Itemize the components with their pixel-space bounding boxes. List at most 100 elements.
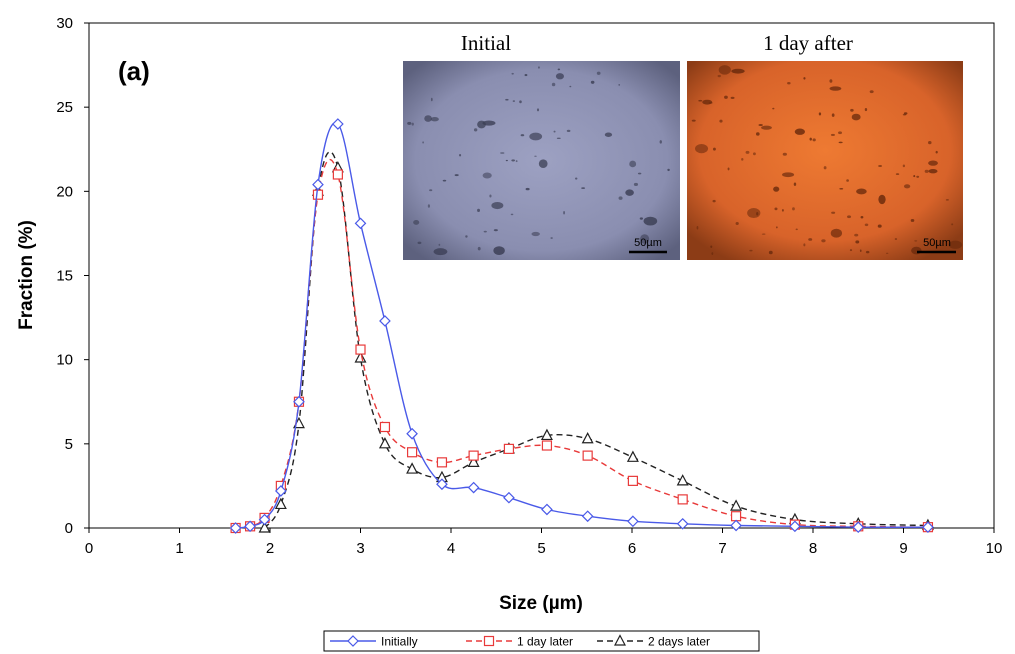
- particle: [442, 179, 447, 182]
- particle: [838, 141, 843, 144]
- particle: [659, 140, 662, 144]
- particle: [717, 74, 721, 78]
- particle: [856, 188, 867, 195]
- legend: Initially 1 day later 2 days later: [323, 630, 760, 652]
- data-point: [379, 315, 391, 327]
- particle: [847, 215, 852, 219]
- data-point: [354, 217, 367, 230]
- particle: [854, 233, 859, 237]
- particle: [914, 240, 918, 242]
- particle: [747, 208, 761, 219]
- particle: [735, 222, 739, 226]
- particle: [550, 237, 553, 239]
- particle: [877, 224, 882, 228]
- particle: [895, 173, 900, 175]
- legend-items: Initially 1 day later 2 days later: [330, 634, 710, 649]
- particle: [639, 217, 643, 220]
- particle: [821, 239, 826, 243]
- particle: [553, 130, 556, 133]
- particle: [438, 243, 441, 246]
- particle: [551, 82, 556, 87]
- data-point: [467, 481, 480, 494]
- particle: [878, 194, 886, 205]
- particle: [538, 159, 548, 169]
- y-tick-label: 5: [65, 436, 73, 453]
- particle: [596, 71, 601, 75]
- y-tick-label: 15: [56, 268, 73, 285]
- particle: [556, 137, 561, 140]
- particle: [860, 216, 864, 219]
- x-tick-label: 7: [718, 540, 726, 557]
- data-point: [503, 491, 515, 504]
- particle: [865, 250, 870, 254]
- particle: [413, 220, 420, 225]
- particle: [935, 150, 938, 154]
- x-axis-title: Size (µm): [499, 593, 583, 614]
- data-point: [540, 428, 553, 441]
- data-point: [406, 462, 419, 474]
- particle: [477, 246, 481, 251]
- particle: [569, 85, 572, 88]
- particle: [809, 137, 812, 141]
- particle: [903, 184, 911, 189]
- inset-initial-scale-label: 50µm: [634, 237, 662, 249]
- particle: [430, 117, 439, 122]
- data-point: [676, 474, 689, 486]
- particle: [731, 68, 745, 74]
- data-point: [626, 450, 639, 462]
- particle: [483, 230, 487, 233]
- axes: 0 1 2 3 4 5 6 7 8 9 10 0 5 10 15 20 25 30: [56, 15, 1002, 557]
- particle: [741, 157, 744, 161]
- particle: [916, 175, 920, 178]
- particle: [911, 246, 922, 255]
- particle: [761, 125, 772, 130]
- particle: [429, 189, 433, 192]
- data-point: [582, 450, 593, 461]
- particle: [795, 228, 798, 231]
- particle: [417, 241, 422, 245]
- particle: [885, 252, 889, 254]
- data-point: [436, 457, 448, 468]
- particle: [524, 73, 528, 77]
- inset-after-scale-label: 50µm: [923, 237, 951, 249]
- particle: [794, 128, 805, 135]
- particle: [618, 196, 623, 200]
- particle: [831, 113, 835, 117]
- legend-swatch-marker: [347, 635, 359, 647]
- particle: [489, 194, 492, 198]
- data-point: [379, 421, 391, 433]
- data-point: [789, 520, 801, 533]
- series-initially: [229, 118, 934, 534]
- particle: [830, 228, 843, 238]
- particle: [515, 160, 518, 163]
- particle: [869, 90, 874, 94]
- particle: [803, 243, 806, 247]
- y-tick-label: 10: [56, 352, 73, 369]
- particle: [482, 172, 492, 179]
- particle: [849, 249, 853, 252]
- inset-after: 1 day after 50µm: [687, 31, 963, 260]
- particle: [773, 186, 780, 192]
- particle: [730, 96, 735, 100]
- particle: [948, 240, 963, 249]
- particle: [590, 80, 595, 84]
- particle: [473, 128, 478, 132]
- legend-box: [323, 630, 760, 652]
- particle: [749, 249, 753, 252]
- particle: [633, 182, 639, 187]
- legend-item: 2 days later: [597, 634, 710, 649]
- particle: [831, 211, 836, 214]
- particle: [575, 177, 578, 180]
- particle: [913, 175, 916, 178]
- particle: [424, 115, 432, 122]
- x-tick-label: 0: [85, 540, 93, 557]
- particle: [691, 119, 696, 122]
- particle: [928, 160, 938, 166]
- data-point: [293, 395, 305, 408]
- legend-item: Initially: [330, 635, 418, 649]
- x-tick-label: 10: [986, 540, 1003, 557]
- particle: [829, 79, 833, 83]
- particle: [510, 213, 514, 216]
- particle: [712, 199, 716, 203]
- particle: [727, 167, 730, 171]
